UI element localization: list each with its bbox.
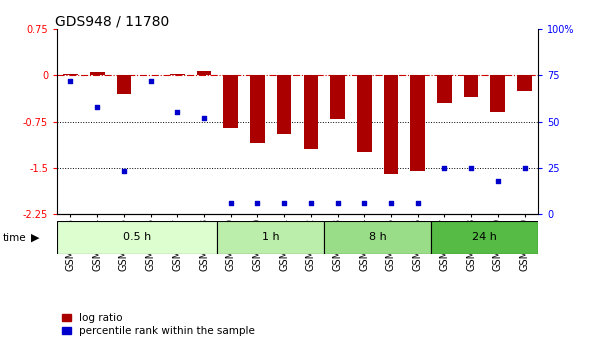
Point xyxy=(279,200,289,206)
Bar xyxy=(250,76,265,143)
Point xyxy=(520,165,529,170)
Text: 8 h: 8 h xyxy=(369,232,386,242)
Point xyxy=(119,169,129,174)
Bar xyxy=(218,221,324,254)
Bar xyxy=(324,221,431,254)
Text: GDS948 / 11780: GDS948 / 11780 xyxy=(55,14,169,28)
Bar xyxy=(383,76,398,174)
Point xyxy=(493,178,502,184)
Point xyxy=(146,78,156,84)
Text: ▶: ▶ xyxy=(31,233,40,243)
Bar xyxy=(517,76,532,91)
Bar xyxy=(90,72,105,76)
Bar xyxy=(410,76,425,171)
Text: 24 h: 24 h xyxy=(472,232,497,242)
Bar xyxy=(57,221,218,254)
Bar xyxy=(224,76,238,128)
Bar xyxy=(197,70,212,76)
Point xyxy=(172,110,182,115)
Point xyxy=(333,200,343,206)
Bar xyxy=(357,76,371,152)
Text: 0.5 h: 0.5 h xyxy=(123,232,151,242)
Point xyxy=(306,200,316,206)
Legend: log ratio, percentile rank within the sample: log ratio, percentile rank within the sa… xyxy=(63,313,255,336)
Text: time: time xyxy=(3,233,26,243)
Point xyxy=(413,200,423,206)
Point xyxy=(466,165,476,170)
Bar xyxy=(170,74,185,76)
Point xyxy=(199,115,209,121)
Bar xyxy=(431,221,538,254)
Bar xyxy=(437,76,452,103)
Point xyxy=(226,200,236,206)
Point xyxy=(386,200,396,206)
Bar xyxy=(330,76,345,119)
Point xyxy=(359,200,369,206)
Bar xyxy=(277,76,291,134)
Point xyxy=(439,165,449,170)
Text: 1 h: 1 h xyxy=(262,232,279,242)
Bar xyxy=(464,76,478,97)
Point xyxy=(93,104,102,110)
Point xyxy=(66,78,75,84)
Bar xyxy=(63,74,78,76)
Bar xyxy=(490,76,505,112)
Point xyxy=(252,200,262,206)
Bar xyxy=(117,76,131,94)
Bar xyxy=(304,76,318,149)
